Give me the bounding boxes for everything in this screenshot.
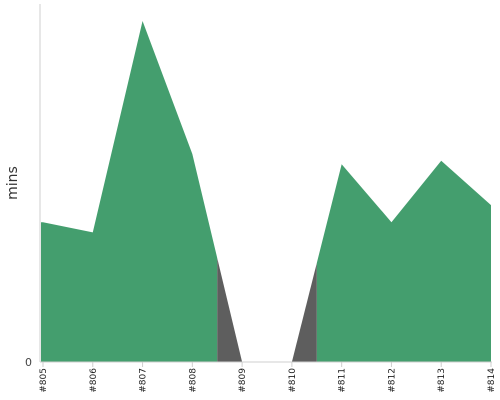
x-axis-ticks: #805 #806 #807 #808 #809 #810 #811 #812 #813 #814 <box>39 362 497 393</box>
y-axis-label: mins <box>5 166 21 200</box>
x-tick-label: #808 <box>188 368 198 393</box>
x-tick-label: #811 <box>338 368 348 393</box>
x-tick-label: #810 <box>288 368 298 393</box>
x-tick-label: #814 <box>487 368 497 393</box>
y-axis-ticks: 0 <box>25 356 32 369</box>
x-tick-label: #807 <box>139 368 149 393</box>
x-tick-label: #812 <box>387 368 397 393</box>
transition-wedge-810 <box>291 263 317 362</box>
x-tick-label: #805 <box>39 368 49 393</box>
plot-area <box>41 21 491 362</box>
x-tick-label: #813 <box>437 368 447 393</box>
x-tick-label: #806 <box>89 368 99 393</box>
x-tick-label: #809 <box>238 368 248 393</box>
transition-wedge-809 <box>217 257 243 362</box>
area-segment-2 <box>316 160 491 362</box>
area-segment-1 <box>41 21 218 362</box>
y-tick-label: 0 <box>25 356 32 369</box>
